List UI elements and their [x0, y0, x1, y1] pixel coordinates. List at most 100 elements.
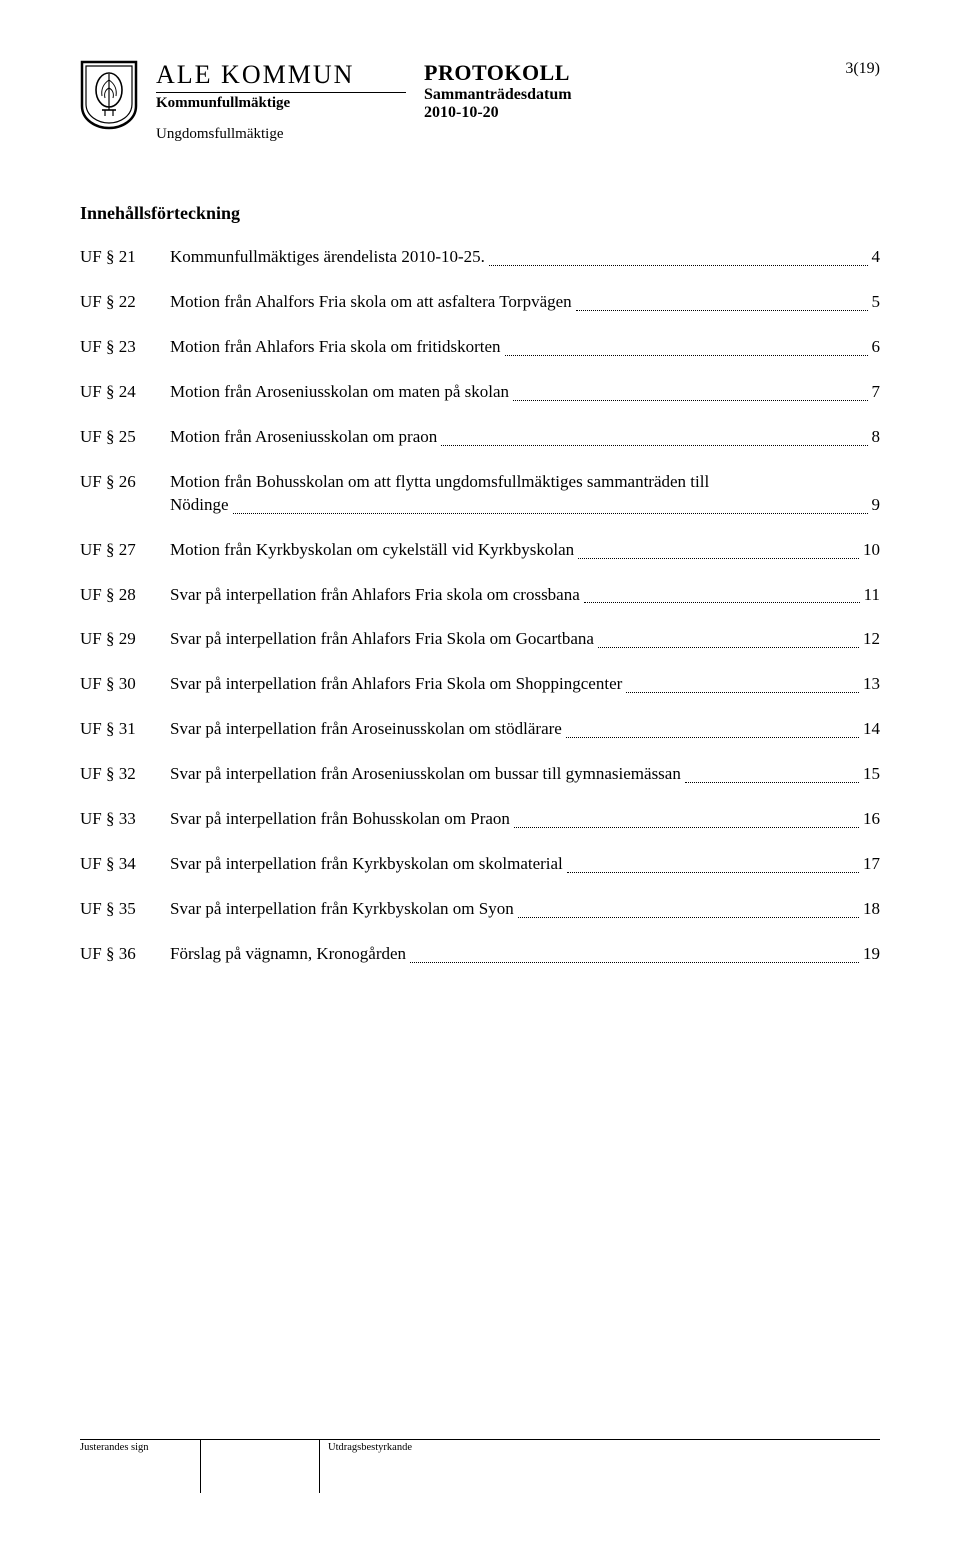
toc-leader: [578, 558, 859, 559]
toc-row: UF § 24Motion från Aroseniusskolan om ma…: [80, 381, 880, 404]
toc-label: UF § 28: [80, 584, 170, 607]
toc-body: Motion från Ahalfors Fria skola om att a…: [170, 291, 880, 314]
doc-subtitle: Sammanträdesdatum: [424, 86, 812, 104]
toc-page: 12: [863, 628, 880, 651]
page-number: 3(19): [830, 60, 880, 78]
toc-text: Svar på interpellation från Kyrkbyskolan…: [170, 898, 514, 921]
toc-row: UF § 34Svar på interpellation från Kyrkb…: [80, 853, 880, 876]
toc-leader: [576, 310, 868, 311]
footer-sign-label: Justerandes sign: [80, 1440, 320, 1493]
toc-row: UF § 28Svar på interpellation från Ahlaf…: [80, 584, 880, 607]
toc-text: Motion från Aroseniusskolan om praon: [170, 426, 437, 449]
org-block: ALE KOMMUN Kommunfullmäktige Ungdomsfull…: [156, 60, 406, 143]
toc-page: 9: [872, 494, 881, 517]
toc-page: 19: [863, 943, 880, 966]
toc-text: Motion från Ahlafors Fria skola om friti…: [170, 336, 501, 359]
toc-page: 13: [863, 673, 880, 696]
toc-leader: [626, 692, 859, 693]
org-subtitle: Kommunfullmäktige: [156, 92, 406, 112]
toc-leader: [567, 872, 859, 873]
toc-text: Svar på interpellation från Aroseniussko…: [170, 763, 681, 786]
toc-text: Motion från Aroseniusskolan om maten på …: [170, 381, 509, 404]
toc-row: UF § 29Svar på interpellation från Ahlaf…: [80, 628, 880, 651]
toc-label: UF § 30: [80, 673, 170, 696]
toc-page: 11: [864, 584, 880, 607]
toc-body: Motion från Aroseniusskolan om praon 8: [170, 426, 880, 449]
toc-label: UF § 34: [80, 853, 170, 876]
toc-page: 18: [863, 898, 880, 921]
toc-leader: [489, 265, 868, 266]
toc-page: 10: [863, 539, 880, 562]
toc-page: 16: [863, 808, 880, 831]
toc-leader: [410, 962, 859, 963]
toc-page: 7: [872, 381, 881, 404]
table-of-contents: UF § 21Kommunfullmäktiges ärendelista 20…: [80, 246, 880, 966]
toc-row: UF § 35Svar på interpellation från Kyrkb…: [80, 898, 880, 921]
page-header: ALE KOMMUN Kommunfullmäktige Ungdomsfull…: [80, 60, 880, 143]
toc-text: Svar på interpellation från Bohusskolan …: [170, 808, 510, 831]
toc-leader: [598, 647, 859, 648]
municipality-logo: [80, 60, 138, 130]
toc-text: Svar på interpellation från Aroseinussko…: [170, 718, 562, 741]
toc-label: UF § 22: [80, 291, 170, 314]
toc-body: Svar på interpellation från Aroseniussko…: [170, 763, 880, 786]
toc-page: 6: [872, 336, 881, 359]
toc-row: UF § 31Svar på interpellation från Arose…: [80, 718, 880, 741]
doc-title-block: PROTOKOLL Sammanträdesdatum 2010-10-20: [424, 60, 812, 122]
toc-row: UF § 33Svar på interpellation från Bohus…: [80, 808, 880, 831]
toc-label: UF § 31: [80, 718, 170, 741]
toc-body: Svar på interpellation från Ahlafors Fri…: [170, 673, 880, 696]
toc-page: 15: [863, 763, 880, 786]
toc-body: Motion från Ahlafors Fria skola om friti…: [170, 336, 880, 359]
toc-page: 17: [863, 853, 880, 876]
page-footer: Justerandes sign Utdragsbestyrkande: [80, 1439, 880, 1493]
toc-body: Svar på interpellation från Ahlafors Fri…: [170, 628, 880, 651]
toc-leader: [518, 917, 859, 918]
toc-page: 8: [872, 426, 881, 449]
toc-row: UF § 25Motion från Aroseniusskolan om pr…: [80, 426, 880, 449]
toc-leader: [441, 445, 867, 446]
doc-title: PROTOKOLL: [424, 60, 812, 86]
toc-body: Motion från Aroseniusskolan om maten på …: [170, 381, 880, 404]
toc-page: 14: [863, 718, 880, 741]
toc-label: UF § 27: [80, 539, 170, 562]
toc-leader: [584, 602, 860, 603]
toc-row: UF § 27Motion från Kyrkbyskolan om cykel…: [80, 539, 880, 562]
toc-text: Svar på interpellation från Ahlafors Fri…: [170, 673, 622, 696]
toc-label: UF § 23: [80, 336, 170, 359]
toc-page: 5: [872, 291, 881, 314]
toc-row: UF § 21Kommunfullmäktiges ärendelista 20…: [80, 246, 880, 269]
toc-leader: [685, 782, 859, 783]
toc-text: Motion från Bohusskolan om att flytta un…: [170, 471, 880, 494]
toc-text: Svar på interpellation från Ahlafors Fri…: [170, 584, 580, 607]
toc-text: Svar på interpellation från Ahlafors Fri…: [170, 628, 594, 651]
doc-date: 2010-10-20: [424, 104, 812, 122]
toc-body: Svar på interpellation från Bohusskolan …: [170, 808, 880, 831]
toc-row: UF § 23Motion från Ahlafors Fria skola o…: [80, 336, 880, 359]
toc-leader: [566, 737, 859, 738]
toc-text: Kommunfullmäktiges ärendelista 2010-10-2…: [170, 246, 485, 269]
toc-row: UF § 26Motion från Bohusskolan om att fl…: [80, 471, 880, 517]
toc-label: UF § 26: [80, 471, 170, 494]
toc-text: Svar på interpellation från Kyrkbyskolan…: [170, 853, 563, 876]
toc-label: UF § 24: [80, 381, 170, 404]
toc-body: Svar på interpellation från Kyrkbyskolan…: [170, 853, 880, 876]
toc-label: UF § 32: [80, 763, 170, 786]
toc-row: UF § 32Svar på interpellation från Arose…: [80, 763, 880, 786]
toc-leader: [233, 513, 868, 514]
toc-label: UF § 29: [80, 628, 170, 651]
toc-row: UF § 30Svar på interpellation från Ahlaf…: [80, 673, 880, 696]
toc-label: UF § 36: [80, 943, 170, 966]
toc-row: UF § 36Förslag på vägnamn, Kronogården 19: [80, 943, 880, 966]
toc-text: Motion från Kyrkbyskolan om cykelställ v…: [170, 539, 574, 562]
toc-body: Svar på interpellation från Ahlafors Fri…: [170, 584, 880, 607]
toc-body: Svar på interpellation från Aroseinussko…: [170, 718, 880, 741]
toc-body: Motion från Kyrkbyskolan om cykelställ v…: [170, 539, 880, 562]
toc-text: Förslag på vägnamn, Kronogården: [170, 943, 406, 966]
toc-text: Nödinge: [170, 494, 229, 517]
toc-label: UF § 35: [80, 898, 170, 921]
toc-page: 4: [872, 246, 881, 269]
toc-text: Motion från Ahalfors Fria skola om att a…: [170, 291, 572, 314]
toc-row: UF § 22Motion från Ahalfors Fria skola o…: [80, 291, 880, 314]
toc-label: UF § 21: [80, 246, 170, 269]
